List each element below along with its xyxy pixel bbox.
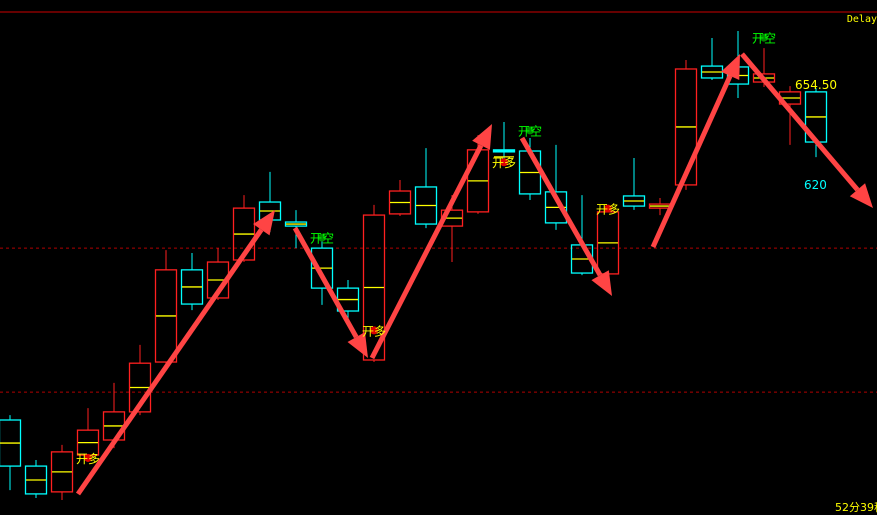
arrow-shaft — [75, 228, 264, 496]
candle-body — [310, 247, 334, 289]
long-signal: 开多 — [362, 324, 386, 338]
signal-marker-icon — [500, 158, 508, 167]
signal-marker-icon — [604, 204, 612, 213]
arrow-shaft — [292, 226, 359, 339]
signal-marker-icon — [760, 33, 768, 42]
candle-body — [232, 207, 256, 261]
signal-label: 开空 — [310, 232, 334, 246]
signal-marker-icon — [526, 126, 534, 135]
short-signal: 开空 — [310, 232, 334, 246]
candle — [674, 60, 698, 190]
low-price-label: 620 — [804, 178, 827, 192]
candle-body — [24, 465, 48, 495]
long-signal: 开多 — [76, 452, 100, 466]
trend-arrow — [292, 226, 368, 358]
candle-body — [0, 419, 22, 467]
short-signal: 开空 — [752, 32, 776, 46]
candle — [24, 460, 48, 498]
trend-arrow — [369, 124, 492, 360]
signal-label: 开多 — [362, 324, 386, 338]
candle — [414, 148, 438, 229]
delay-label: Delay — [846, 14, 877, 25]
signal-label: 开多 — [492, 156, 516, 170]
arrow-head — [591, 270, 612, 296]
arrow-head — [472, 124, 492, 150]
candle-body — [544, 191, 568, 224]
candle — [50, 444, 74, 500]
candle-body — [414, 186, 438, 225]
signal-marker-icon — [370, 326, 378, 335]
candle — [154, 250, 178, 365]
arrow-head — [347, 332, 368, 358]
trend-arrow — [650, 54, 740, 249]
short-signal: 开空 — [518, 124, 542, 138]
candle-body — [622, 195, 646, 207]
signal-label: 开多 — [596, 203, 620, 217]
candle — [362, 204, 386, 363]
arrow-shaft — [740, 52, 860, 192]
candle-body — [50, 451, 74, 493]
signal-label: 开空 — [518, 124, 542, 138]
arrow-head — [253, 210, 275, 236]
signal-marker-icon — [84, 453, 92, 462]
trend-arrow — [519, 136, 612, 296]
countdown-timer: 52分39秒 — [835, 501, 877, 514]
candle-body — [284, 221, 308, 227]
signal-marker-icon — [318, 233, 326, 242]
trend-arrow — [75, 210, 275, 496]
arrow-head — [721, 54, 740, 80]
candle — [180, 253, 204, 311]
signal-label: 开空 — [752, 32, 776, 46]
candle — [284, 210, 308, 249]
arrow-shaft — [650, 74, 733, 249]
trend-arrow — [740, 52, 873, 208]
high-price-label: 654.50 — [795, 78, 837, 92]
arrow-shaft — [369, 144, 484, 360]
candle-body — [674, 68, 698, 186]
candle-body — [388, 190, 412, 215]
candle — [0, 415, 22, 491]
arrow-head — [849, 183, 873, 208]
arrow-shaft — [519, 136, 603, 277]
candle-body — [180, 269, 204, 305]
candle — [492, 122, 516, 165]
candle-body — [492, 149, 516, 153]
long-signal: 开多 — [596, 203, 620, 217]
candle — [388, 180, 412, 216]
candle — [232, 195, 256, 263]
candle-body — [362, 214, 386, 361]
candle — [622, 157, 646, 210]
candle-body — [154, 269, 178, 363]
signal-label: 开多 — [76, 452, 100, 466]
long-signal: 开多 — [492, 156, 516, 170]
candle — [700, 37, 724, 80]
